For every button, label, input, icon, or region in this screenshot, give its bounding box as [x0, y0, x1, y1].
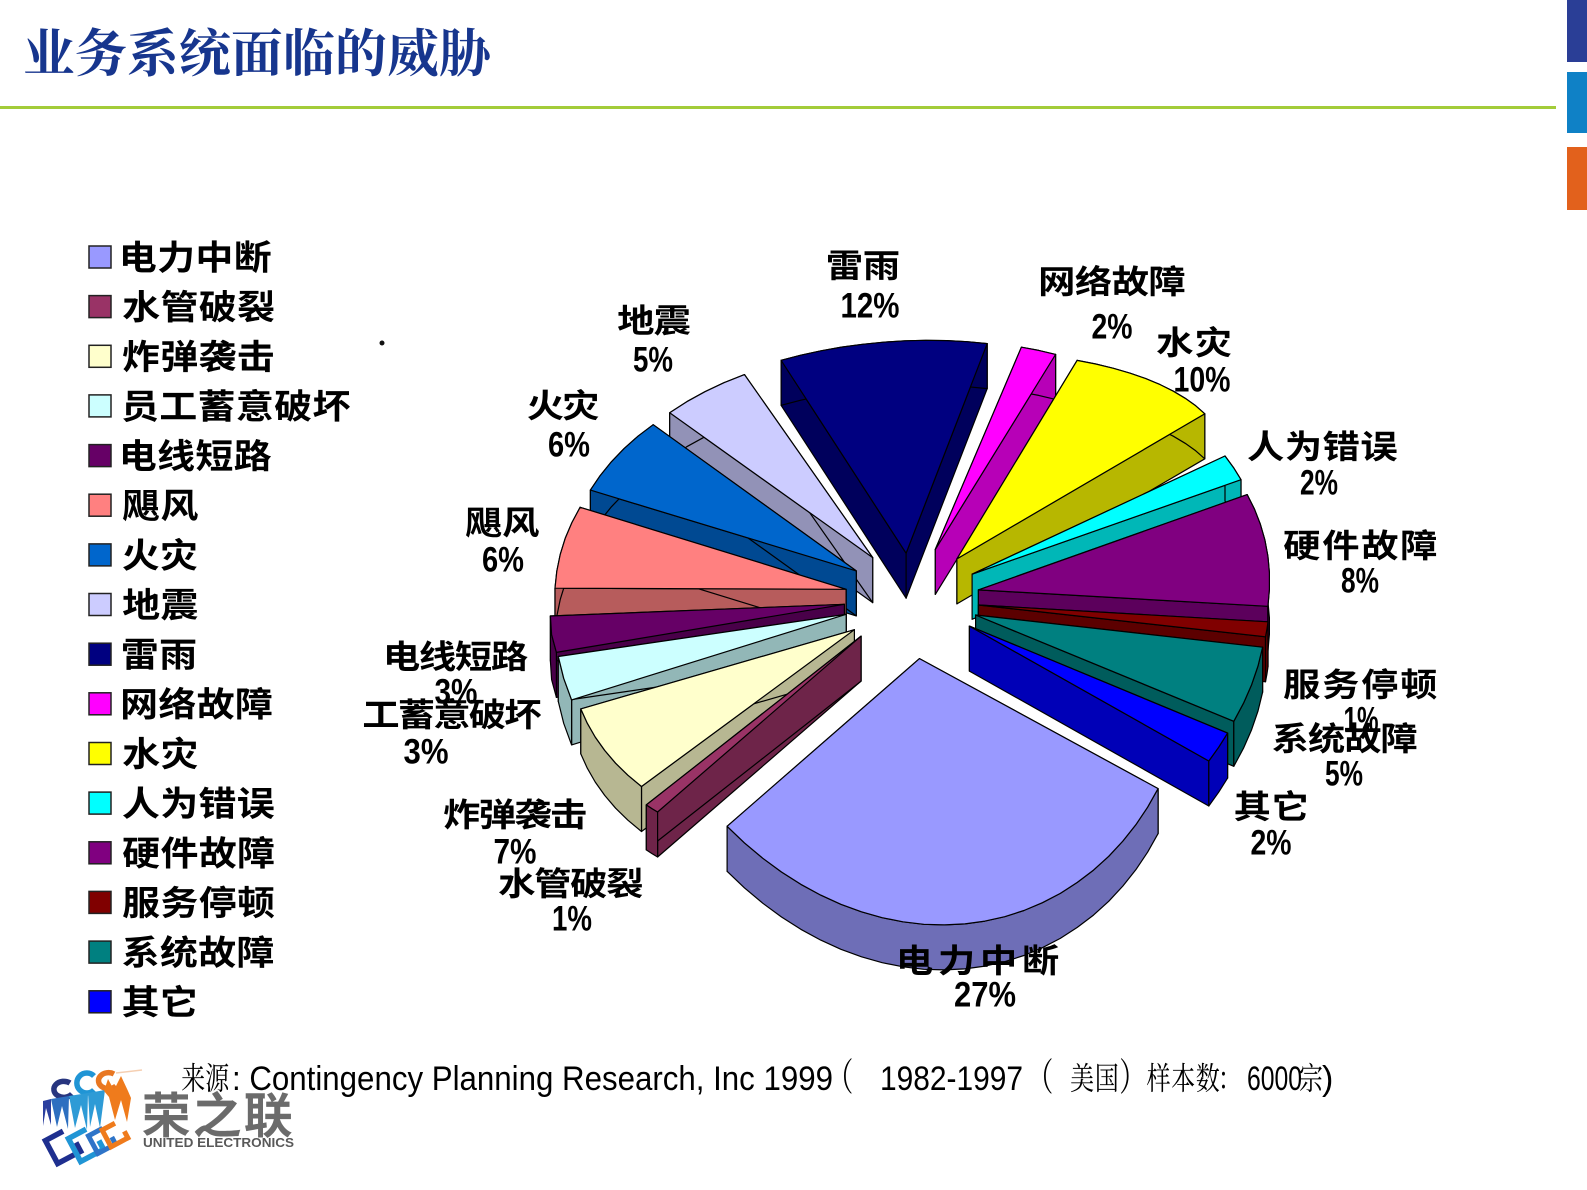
svg-text:1982-1997: 1982-1997 [880, 1060, 1023, 1098]
svg-text:): ) [1322, 1060, 1333, 1098]
svg-text:UNITED ELECTRONICS: UNITED ELECTRONICS [143, 1136, 294, 1150]
svg-text:2%: 2% [1092, 308, 1133, 347]
svg-text:6%: 6% [548, 426, 590, 465]
svg-text:: Contingency Planning Researc: : Contingency Planning Research, Inc 199… [232, 1060, 833, 1098]
svg-text:1%: 1% [552, 900, 592, 939]
svg-text:2%: 2% [1300, 464, 1338, 503]
svg-text:5%: 5% [633, 341, 673, 380]
svg-text:12%: 12% [841, 287, 900, 326]
svg-text:1%: 1% [1344, 701, 1379, 740]
svg-text:8%: 8% [1341, 562, 1379, 601]
svg-text:7%: 7% [494, 833, 537, 872]
svg-text:3%: 3% [404, 733, 449, 772]
svg-text:3%: 3% [435, 673, 478, 712]
svg-text:10%: 10% [1174, 361, 1231, 400]
svg-text:27%: 27% [954, 976, 1016, 1015]
svg-text:6%: 6% [482, 541, 524, 580]
svg-text:5%: 5% [1325, 755, 1363, 794]
svg-text:2%: 2% [1251, 824, 1292, 863]
svg-text:6000: 6000 [1247, 1060, 1302, 1098]
